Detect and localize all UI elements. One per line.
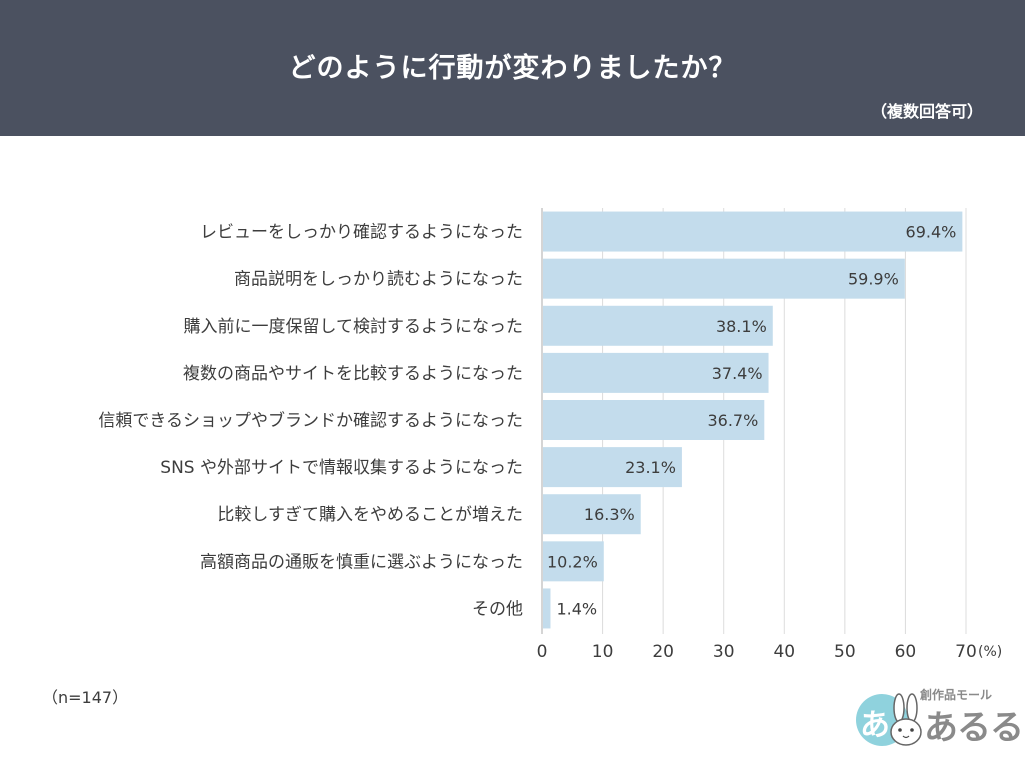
bar	[543, 447, 682, 488]
x-tick-label: 20	[652, 642, 674, 662]
x-tick-label: 60	[895, 642, 917, 662]
logo-badge-text: あ	[860, 708, 890, 743]
bar	[543, 494, 641, 535]
data-label: 10.2%	[547, 552, 598, 571]
data-label: 59.9%	[848, 270, 899, 289]
bar	[543, 400, 765, 440]
category-label: レビューをしっかり確認するようになった	[200, 223, 523, 243]
x-tick-label: 0	[537, 642, 548, 662]
header-banner: どのように行動が変わりましたか？ （複数回答可）	[0, 0, 1025, 136]
bar	[543, 541, 604, 582]
logo-name: あるる	[924, 708, 1024, 748]
category-label: その他	[472, 599, 523, 619]
category-label: 高額商品の通販を慎重に選ぶようになった	[200, 552, 523, 572]
category-label: 購入前に一度保留して検討するようになった	[184, 317, 524, 337]
x-tick-label: 40	[773, 642, 795, 662]
chart-title: どのように行動が変わりましたか？	[288, 53, 737, 84]
x-tick-label: 30	[713, 642, 735, 662]
x-axis-unit: (%)	[978, 644, 1002, 660]
x-tick-label: 10	[592, 642, 614, 662]
category-label: SNS や外部サイトで情報収集するようになった	[160, 458, 523, 478]
data-label: 38.1%	[716, 317, 767, 336]
data-label: 36.7%	[707, 411, 758, 430]
sample-size-note: （n=147）	[42, 688, 129, 707]
rabbit-icon	[890, 693, 922, 746]
chart-subtitle: （複数回答可）	[870, 102, 983, 121]
data-label: 1.4%	[556, 599, 597, 618]
data-label: 16.3%	[584, 505, 635, 524]
data-label: 37.4%	[712, 364, 763, 383]
bar	[543, 305, 773, 346]
bar	[543, 211, 963, 252]
bar	[543, 588, 551, 629]
data-label: 23.1%	[625, 458, 676, 477]
category-label: 比較しすぎて購入をやめることが増えた	[217, 505, 523, 525]
category-label: 信頼できるショップやブランドか確認するようになった	[98, 410, 523, 431]
category-label: 商品説明をしっかり読むようになった	[234, 270, 523, 290]
logo-tagline: 創作品モール	[920, 688, 993, 702]
bar-chart: レビューをしっかり確認するようになった 69.4% 商品説明をしっかり読むようになっ…	[98, 208, 1002, 662]
x-tick-label: 50	[834, 642, 856, 662]
bar	[543, 352, 769, 393]
category-label: 複数の商品やサイトを比較するようになった	[183, 364, 523, 384]
x-tick-label: 70	[955, 642, 977, 662]
bar	[543, 258, 905, 299]
data-label: 69.4%	[906, 223, 957, 242]
